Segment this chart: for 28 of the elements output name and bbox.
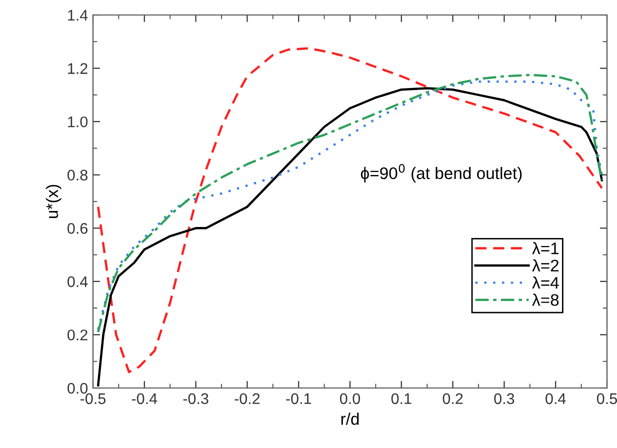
- x-tick-label: 0.3: [494, 393, 514, 404]
- x-tick-label: 0.1: [391, 393, 412, 404]
- x-tick-label: 0.5: [596, 393, 617, 404]
- y-tick-label: 0.6: [68, 223, 88, 234]
- x-tick-label: -0.2: [234, 393, 260, 404]
- annotation: ϕ=90$^{0}$ (at bend outlet): [360, 164, 522, 182]
- x-tick-label: -0.4: [132, 393, 158, 404]
- line-series: [97, 47, 603, 374]
- legend-label: λ=4: [532, 276, 559, 289]
- legend-label: λ=8: [532, 294, 559, 306]
- y-axis-title: u*(x): [46, 184, 62, 218]
- y-tick-label: 0.4: [68, 276, 88, 288]
- x-tick-label: 0.0: [340, 393, 360, 404]
- legend-label: λ=2: [532, 259, 559, 272]
- legend-label: λ=1: [532, 242, 559, 254]
- x-tick-label: -0.3: [183, 393, 208, 404]
- x-tick-label: -0.1: [286, 393, 312, 404]
- y-tick-label: 0.2: [68, 330, 88, 340]
- line-series: [97, 87, 603, 386]
- x-tick-label: 0.4: [546, 393, 566, 404]
- y-tick-label: 0.0: [68, 382, 88, 394]
- y-tick-label: 1.4: [68, 10, 88, 21]
- x-tick-label: -0.5: [80, 393, 106, 404]
- y-tick-label: 0.8: [68, 170, 88, 181]
- y-tick-label: 1.2: [68, 63, 88, 74]
- y-tick-label: 1.0: [68, 116, 88, 128]
- x-tick-label: 0.2: [442, 393, 463, 404]
- x-axis-title: r/d: [341, 412, 359, 425]
